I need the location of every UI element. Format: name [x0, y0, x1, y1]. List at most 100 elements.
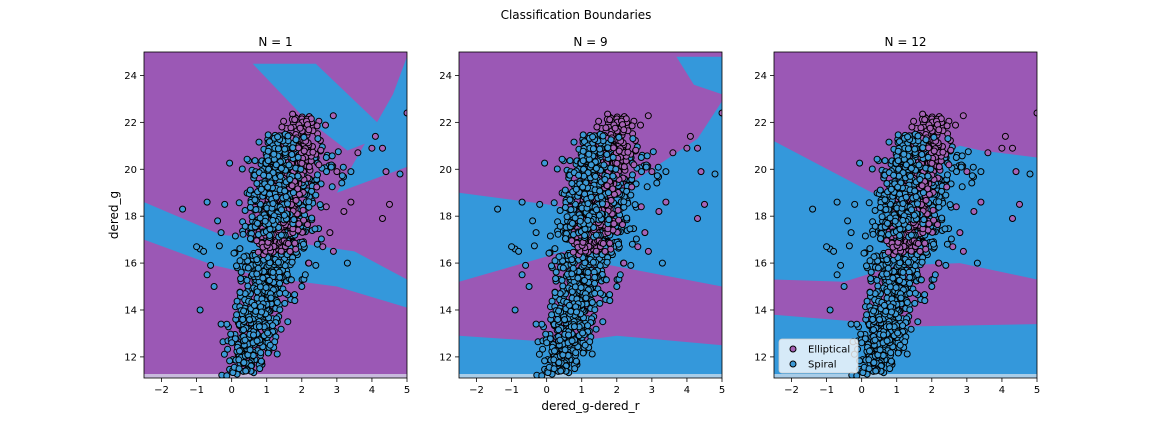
data-point: [925, 220, 933, 228]
data-point: [606, 297, 614, 305]
data-point: [217, 320, 225, 328]
data-point: [253, 288, 261, 296]
data-point: [255, 323, 263, 331]
data-point: [241, 222, 249, 230]
x-tick-label: 3: [334, 385, 340, 396]
data-point: [902, 193, 910, 201]
data-point: [555, 359, 563, 367]
data-point: [1016, 200, 1023, 208]
data-point: [642, 163, 650, 171]
data-point: [568, 337, 576, 345]
data-point: [606, 116, 614, 124]
data-point: [662, 168, 670, 176]
data-point: [910, 117, 918, 125]
data-point: [316, 201, 324, 209]
data-point: [243, 155, 251, 163]
data-point: [906, 172, 914, 180]
data-point: [924, 172, 932, 180]
data-point: [289, 144, 297, 152]
data-point: [868, 165, 876, 173]
data-point: [591, 279, 599, 287]
data-point: [918, 182, 926, 190]
data-point: [914, 318, 922, 326]
data-point: [599, 132, 607, 140]
data-point: [958, 152, 966, 160]
data-point: [255, 138, 263, 146]
data-point: [653, 179, 661, 187]
data-point: [538, 372, 546, 378]
data-point: [200, 247, 208, 255]
data-point: [837, 261, 845, 269]
data-point: [568, 219, 576, 227]
data-point: [916, 247, 924, 255]
data-point: [573, 308, 580, 316]
x-tick-label: 4: [369, 385, 375, 396]
data-point: [561, 204, 569, 211]
data-point: [957, 163, 965, 171]
data-point: [274, 133, 282, 141]
x-tick-label: −1: [189, 385, 204, 396]
data-point: [551, 257, 559, 265]
legend-marker-spiral: [789, 360, 797, 368]
data-point: [620, 163, 628, 171]
data-point: [845, 242, 853, 250]
data-point: [643, 183, 651, 191]
data-point: [579, 147, 587, 155]
data-point: [518, 271, 526, 279]
data-point: [233, 262, 240, 270]
data-point: [947, 146, 955, 154]
data-point: [902, 161, 910, 169]
data-point: [235, 199, 243, 207]
data-point: [322, 121, 329, 129]
data-point: [609, 153, 617, 161]
data-point: [256, 214, 264, 222]
data-point: [553, 165, 561, 173]
data-point: [277, 164, 285, 172]
data-point: [588, 350, 596, 358]
data-point: [876, 186, 884, 194]
data-point: [596, 299, 604, 307]
data-point: [928, 283, 936, 290]
data-point: [973, 259, 981, 267]
data-point: [924, 153, 932, 161]
data-point: [300, 147, 308, 155]
data-point: [637, 203, 645, 211]
data-point: [900, 150, 908, 158]
data-point: [314, 135, 322, 143]
data-point: [551, 289, 559, 296]
data-point: [214, 217, 222, 225]
data-point: [603, 182, 611, 190]
data-point: [977, 168, 985, 176]
data-point: [317, 146, 325, 154]
data-point: [906, 273, 914, 281]
x-tick-label: −2: [469, 385, 484, 396]
region-edge-band: [774, 374, 1037, 378]
data-point: [613, 283, 621, 290]
data-point: [203, 198, 211, 206]
y-tick-label: 20: [439, 165, 452, 176]
data-point: [294, 172, 302, 180]
data-point: [943, 183, 951, 191]
data-point: [873, 276, 881, 284]
data-point: [998, 144, 1006, 152]
data-point: [305, 198, 313, 206]
data-point: [880, 301, 888, 309]
data-point: [653, 172, 661, 180]
y-tick-label: 14: [754, 305, 767, 316]
data-point: [876, 316, 883, 324]
data-point: [910, 211, 918, 219]
data-point: [871, 336, 879, 344]
legend-label-elliptical: Elliptical: [808, 345, 850, 356]
data-point: [541, 159, 549, 167]
data-point: [236, 289, 244, 296]
data-point: [334, 148, 342, 156]
data-point: [871, 207, 879, 214]
data-point: [284, 240, 292, 247]
data-point: [628, 183, 636, 191]
data-point: [952, 154, 960, 161]
data-point: [609, 185, 617, 193]
data-point: [511, 306, 519, 314]
data-point: [883, 180, 891, 187]
data-point: [551, 245, 559, 253]
data-point: [904, 133, 912, 141]
